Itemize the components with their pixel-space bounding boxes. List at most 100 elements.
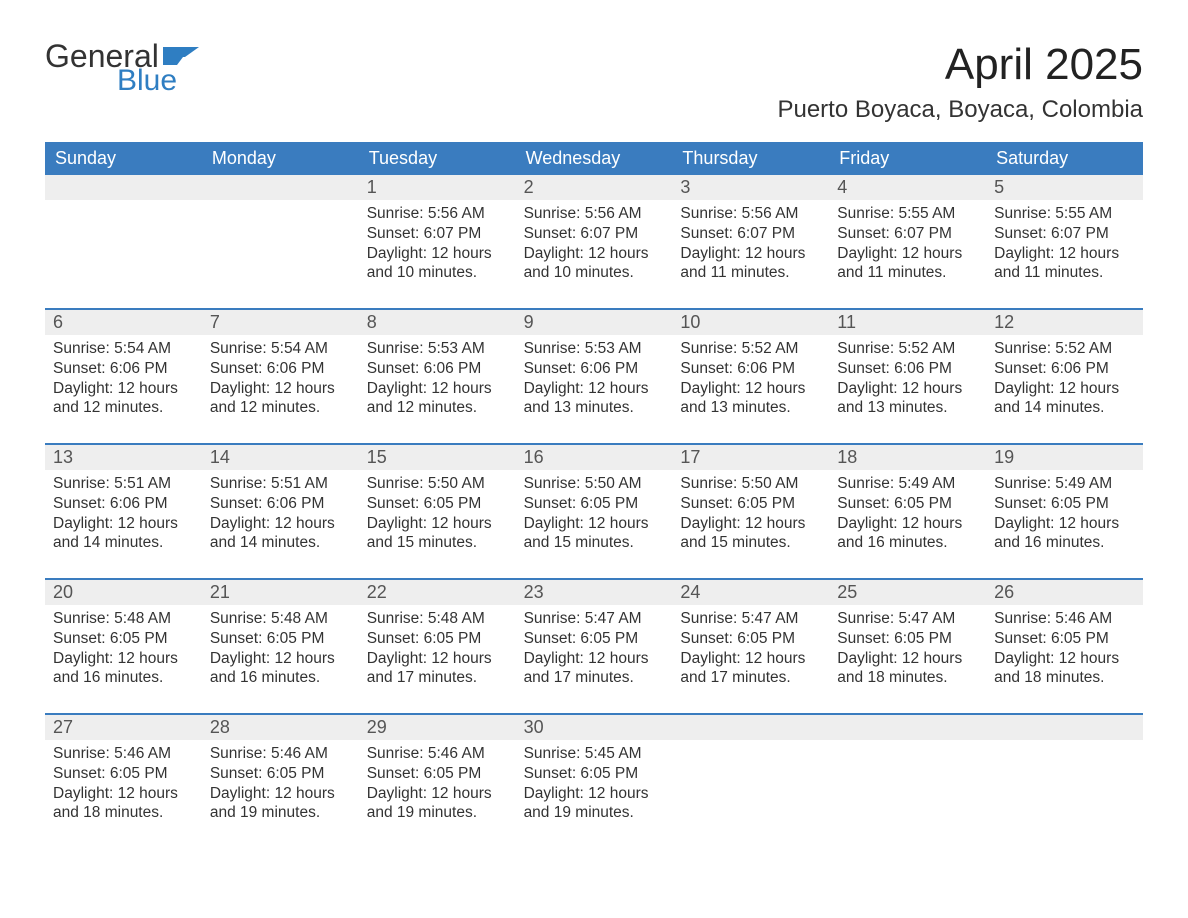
day-cell: Sunrise: 5:52 AMSunset: 6:06 PMDaylight:… (672, 335, 829, 429)
week-cells: Sunrise: 5:51 AMSunset: 6:06 PMDaylight:… (45, 470, 1143, 578)
day-cell: Sunrise: 5:53 AMSunset: 6:06 PMDaylight:… (359, 335, 516, 429)
day-number: 11 (829, 310, 986, 335)
daylight-line: Daylight: 12 hours and 18 minutes. (837, 649, 978, 689)
daylight-line: Daylight: 12 hours and 12 minutes. (53, 379, 194, 419)
day-cell: Sunrise: 5:52 AMSunset: 6:06 PMDaylight:… (986, 335, 1143, 429)
daylight-line: Daylight: 12 hours and 14 minutes. (53, 514, 194, 554)
sunset-line: Sunset: 6:07 PM (837, 224, 978, 244)
day-cell: Sunrise: 5:56 AMSunset: 6:07 PMDaylight:… (672, 200, 829, 294)
day-number (202, 175, 359, 200)
sunset-line: Sunset: 6:05 PM (680, 629, 821, 649)
day-cell: Sunrise: 5:48 AMSunset: 6:05 PMDaylight:… (359, 605, 516, 699)
sunset-line: Sunset: 6:05 PM (994, 494, 1135, 514)
day-cell: Sunrise: 5:52 AMSunset: 6:06 PMDaylight:… (829, 335, 986, 429)
day-of-week: Thursday (672, 142, 829, 175)
day-number: 9 (516, 310, 673, 335)
sunrise-line: Sunrise: 5:52 AM (837, 339, 978, 359)
sunset-line: Sunset: 6:05 PM (53, 629, 194, 649)
day-of-week: Monday (202, 142, 359, 175)
sunset-line: Sunset: 6:06 PM (210, 494, 351, 514)
day-cell: Sunrise: 5:47 AMSunset: 6:05 PMDaylight:… (672, 605, 829, 699)
daylight-line: Daylight: 12 hours and 10 minutes. (524, 244, 665, 284)
daynum-strip: 12345 (45, 175, 1143, 200)
sunset-line: Sunset: 6:07 PM (524, 224, 665, 244)
day-cell: Sunrise: 5:46 AMSunset: 6:05 PMDaylight:… (202, 740, 359, 834)
daylight-line: Daylight: 12 hours and 18 minutes. (994, 649, 1135, 689)
day-number (672, 715, 829, 740)
day-number: 7 (202, 310, 359, 335)
sunrise-line: Sunrise: 5:56 AM (680, 204, 821, 224)
sunrise-line: Sunrise: 5:46 AM (994, 609, 1135, 629)
day-number: 5 (986, 175, 1143, 200)
day-number: 24 (672, 580, 829, 605)
daylight-line: Daylight: 12 hours and 17 minutes. (680, 649, 821, 689)
week-cells: Sunrise: 5:56 AMSunset: 6:07 PMDaylight:… (45, 200, 1143, 308)
sunrise-line: Sunrise: 5:47 AM (680, 609, 821, 629)
day-number: 4 (829, 175, 986, 200)
day-cell: Sunrise: 5:55 AMSunset: 6:07 PMDaylight:… (986, 200, 1143, 294)
day-number: 18 (829, 445, 986, 470)
day-number: 8 (359, 310, 516, 335)
day-cell: Sunrise: 5:51 AMSunset: 6:06 PMDaylight:… (202, 470, 359, 564)
sunrise-line: Sunrise: 5:53 AM (367, 339, 508, 359)
daylight-line: Daylight: 12 hours and 11 minutes. (680, 244, 821, 284)
day-number: 22 (359, 580, 516, 605)
day-of-week: Wednesday (516, 142, 673, 175)
sunrise-line: Sunrise: 5:54 AM (210, 339, 351, 359)
daylight-line: Daylight: 12 hours and 17 minutes. (524, 649, 665, 689)
daylight-line: Daylight: 12 hours and 19 minutes. (524, 784, 665, 824)
daylight-line: Daylight: 12 hours and 15 minutes. (367, 514, 508, 554)
day-cell: Sunrise: 5:56 AMSunset: 6:07 PMDaylight:… (359, 200, 516, 294)
daylight-line: Daylight: 12 hours and 18 minutes. (53, 784, 194, 824)
sunrise-line: Sunrise: 5:52 AM (680, 339, 821, 359)
daylight-line: Daylight: 12 hours and 13 minutes. (680, 379, 821, 419)
day-number: 26 (986, 580, 1143, 605)
day-cell (672, 740, 829, 834)
day-cell (202, 200, 359, 294)
sunrise-line: Sunrise: 5:55 AM (837, 204, 978, 224)
sunrise-line: Sunrise: 5:48 AM (53, 609, 194, 629)
day-cell (45, 200, 202, 294)
week-cells: Sunrise: 5:48 AMSunset: 6:05 PMDaylight:… (45, 605, 1143, 713)
sunrise-line: Sunrise: 5:53 AM (524, 339, 665, 359)
daylight-line: Daylight: 12 hours and 11 minutes. (994, 244, 1135, 284)
day-number: 1 (359, 175, 516, 200)
sunset-line: Sunset: 6:05 PM (994, 629, 1135, 649)
week-cells: Sunrise: 5:54 AMSunset: 6:06 PMDaylight:… (45, 335, 1143, 443)
sunset-line: Sunset: 6:06 PM (367, 359, 508, 379)
sunrise-line: Sunrise: 5:55 AM (994, 204, 1135, 224)
daylight-line: Daylight: 12 hours and 11 minutes. (837, 244, 978, 284)
day-number: 10 (672, 310, 829, 335)
day-of-week: Tuesday (359, 142, 516, 175)
day-number: 28 (202, 715, 359, 740)
daylight-line: Daylight: 12 hours and 19 minutes. (210, 784, 351, 824)
day-number: 27 (45, 715, 202, 740)
calendar-week: 20212223242526Sunrise: 5:48 AMSunset: 6:… (45, 578, 1143, 713)
sunset-line: Sunset: 6:05 PM (367, 629, 508, 649)
sunrise-line: Sunrise: 5:54 AM (53, 339, 194, 359)
day-number (45, 175, 202, 200)
sunrise-line: Sunrise: 5:51 AM (53, 474, 194, 494)
daylight-line: Daylight: 12 hours and 10 minutes. (367, 244, 508, 284)
daylight-line: Daylight: 12 hours and 19 minutes. (367, 784, 508, 824)
day-number: 17 (672, 445, 829, 470)
daylight-line: Daylight: 12 hours and 13 minutes. (524, 379, 665, 419)
daylight-line: Daylight: 12 hours and 13 minutes. (837, 379, 978, 419)
day-number: 15 (359, 445, 516, 470)
sunrise-line: Sunrise: 5:48 AM (210, 609, 351, 629)
sunrise-line: Sunrise: 5:50 AM (680, 474, 821, 494)
daylight-line: Daylight: 12 hours and 16 minutes. (994, 514, 1135, 554)
sunset-line: Sunset: 6:05 PM (210, 629, 351, 649)
day-cell (986, 740, 1143, 834)
daylight-line: Daylight: 12 hours and 14 minutes. (210, 514, 351, 554)
sunrise-line: Sunrise: 5:46 AM (210, 744, 351, 764)
day-cell: Sunrise: 5:49 AMSunset: 6:05 PMDaylight:… (829, 470, 986, 564)
sunset-line: Sunset: 6:06 PM (53, 359, 194, 379)
day-cell: Sunrise: 5:49 AMSunset: 6:05 PMDaylight:… (986, 470, 1143, 564)
daynum-strip: 27282930 (45, 715, 1143, 740)
calendar-week: 27282930Sunrise: 5:46 AMSunset: 6:05 PMD… (45, 713, 1143, 848)
sunrise-line: Sunrise: 5:47 AM (837, 609, 978, 629)
sunset-line: Sunset: 6:06 PM (837, 359, 978, 379)
day-of-week: Saturday (986, 142, 1143, 175)
day-cell: Sunrise: 5:50 AMSunset: 6:05 PMDaylight:… (516, 470, 673, 564)
